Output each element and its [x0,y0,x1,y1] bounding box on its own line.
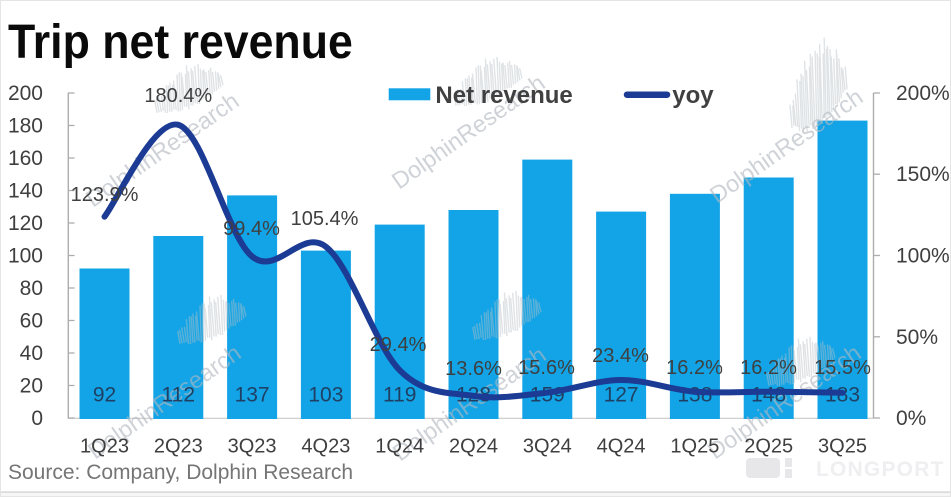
svg-text:3Q24: 3Q24 [523,436,572,458]
svg-text:2Q24: 2Q24 [449,436,498,458]
svg-text:180.4%: 180.4% [144,85,212,107]
svg-text:137: 137 [235,384,270,407]
svg-text:92: 92 [93,384,116,407]
svg-text:100: 100 [8,245,43,268]
svg-text:Source: Company, Dolphin Resea: Source: Company, Dolphin Research [8,461,353,484]
svg-text:23.4%: 23.4% [592,345,649,367]
svg-text:200%: 200% [896,82,950,105]
svg-text:60: 60 [20,310,43,333]
svg-text:105.4%: 105.4% [291,208,359,230]
svg-text:15.6%: 15.6% [518,357,575,379]
svg-text:112: 112 [162,384,195,407]
svg-text:80: 80 [20,277,43,300]
svg-text:99.4%: 99.4% [223,218,280,240]
svg-text:1Q24: 1Q24 [375,436,424,458]
svg-text:15.5%: 15.5% [814,357,871,379]
svg-text:148: 148 [751,384,786,407]
svg-text:Net revenue: Net revenue [435,82,572,109]
svg-text:0: 0 [31,407,43,430]
svg-text:103: 103 [308,384,343,407]
svg-text:100%: 100% [896,245,950,268]
svg-text:3Q23: 3Q23 [228,436,277,458]
svg-text:4Q24: 4Q24 [597,436,646,458]
svg-text:4Q23: 4Q23 [301,436,350,458]
svg-text:3Q25: 3Q25 [818,436,867,458]
svg-text:50%: 50% [896,326,938,349]
svg-text:150%: 150% [896,163,950,186]
svg-text:140: 140 [8,180,43,203]
svg-text:1Q25: 1Q25 [670,436,719,458]
svg-text:Trip net revenue: Trip net revenue [8,15,353,69]
svg-text:16.2%: 16.2% [666,357,723,379]
svg-text:2Q25: 2Q25 [744,436,793,458]
svg-text:120: 120 [8,212,43,235]
svg-text:0%: 0% [896,407,926,430]
svg-text:13.6%: 13.6% [445,358,502,380]
svg-text:yoy: yoy [672,82,714,109]
svg-text:123.9%: 123.9% [71,184,139,206]
svg-text:LONGPORT: LONGPORT [816,458,945,481]
svg-text:1Q23: 1Q23 [80,436,129,458]
svg-text:40: 40 [20,342,43,365]
svg-text:200: 200 [8,82,43,105]
svg-text:20: 20 [20,375,43,398]
svg-text:160: 160 [8,147,43,170]
svg-text:180: 180 [8,115,43,138]
svg-text:16.2%: 16.2% [740,357,797,379]
svg-text:127: 127 [604,384,639,407]
svg-text:2Q23: 2Q23 [154,436,203,458]
svg-text:29.4%: 29.4% [370,334,427,356]
svg-text:119: 119 [383,384,416,407]
